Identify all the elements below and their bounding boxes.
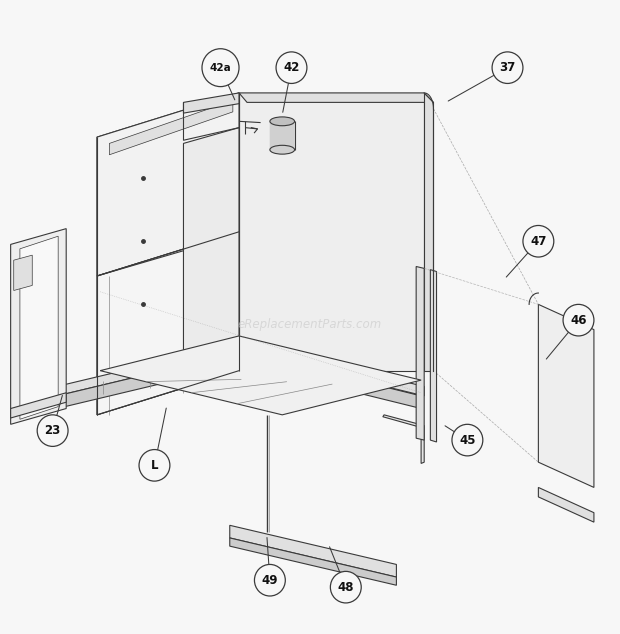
Polygon shape (97, 93, 239, 276)
Polygon shape (239, 93, 433, 102)
Circle shape (523, 226, 554, 257)
Text: eReplacementParts.com: eReplacementParts.com (238, 318, 382, 331)
Circle shape (330, 571, 361, 603)
Polygon shape (424, 93, 433, 371)
Text: 45: 45 (459, 434, 476, 446)
Polygon shape (383, 415, 424, 463)
Circle shape (37, 415, 68, 446)
Polygon shape (239, 93, 424, 371)
Polygon shape (242, 342, 421, 396)
Text: 42: 42 (283, 61, 299, 74)
Circle shape (254, 564, 285, 596)
Circle shape (492, 52, 523, 84)
Polygon shape (14, 255, 32, 290)
Polygon shape (184, 93, 239, 113)
Circle shape (202, 49, 239, 87)
Polygon shape (11, 392, 66, 418)
Polygon shape (57, 352, 242, 408)
Polygon shape (230, 526, 396, 577)
Text: 48: 48 (337, 581, 354, 593)
Circle shape (452, 424, 483, 456)
Text: 42a: 42a (210, 63, 231, 73)
Polygon shape (97, 93, 239, 415)
Polygon shape (109, 101, 233, 155)
Polygon shape (416, 266, 424, 440)
Polygon shape (20, 236, 58, 419)
Circle shape (139, 450, 170, 481)
Text: 37: 37 (499, 61, 516, 74)
Text: 46: 46 (570, 314, 587, 327)
Circle shape (276, 52, 307, 84)
Polygon shape (230, 538, 396, 585)
Polygon shape (430, 269, 436, 442)
Polygon shape (11, 229, 66, 424)
Polygon shape (97, 232, 239, 415)
Text: 23: 23 (45, 424, 61, 437)
Circle shape (563, 304, 594, 336)
Polygon shape (57, 342, 242, 396)
Polygon shape (100, 336, 421, 415)
Ellipse shape (270, 117, 294, 126)
Polygon shape (242, 352, 421, 408)
Text: 47: 47 (530, 235, 547, 248)
Ellipse shape (270, 145, 294, 154)
Polygon shape (242, 342, 424, 396)
Text: L: L (151, 459, 158, 472)
Polygon shape (538, 304, 594, 488)
Text: 49: 49 (262, 574, 278, 586)
Polygon shape (270, 121, 294, 150)
Polygon shape (184, 127, 239, 387)
Polygon shape (538, 488, 594, 522)
